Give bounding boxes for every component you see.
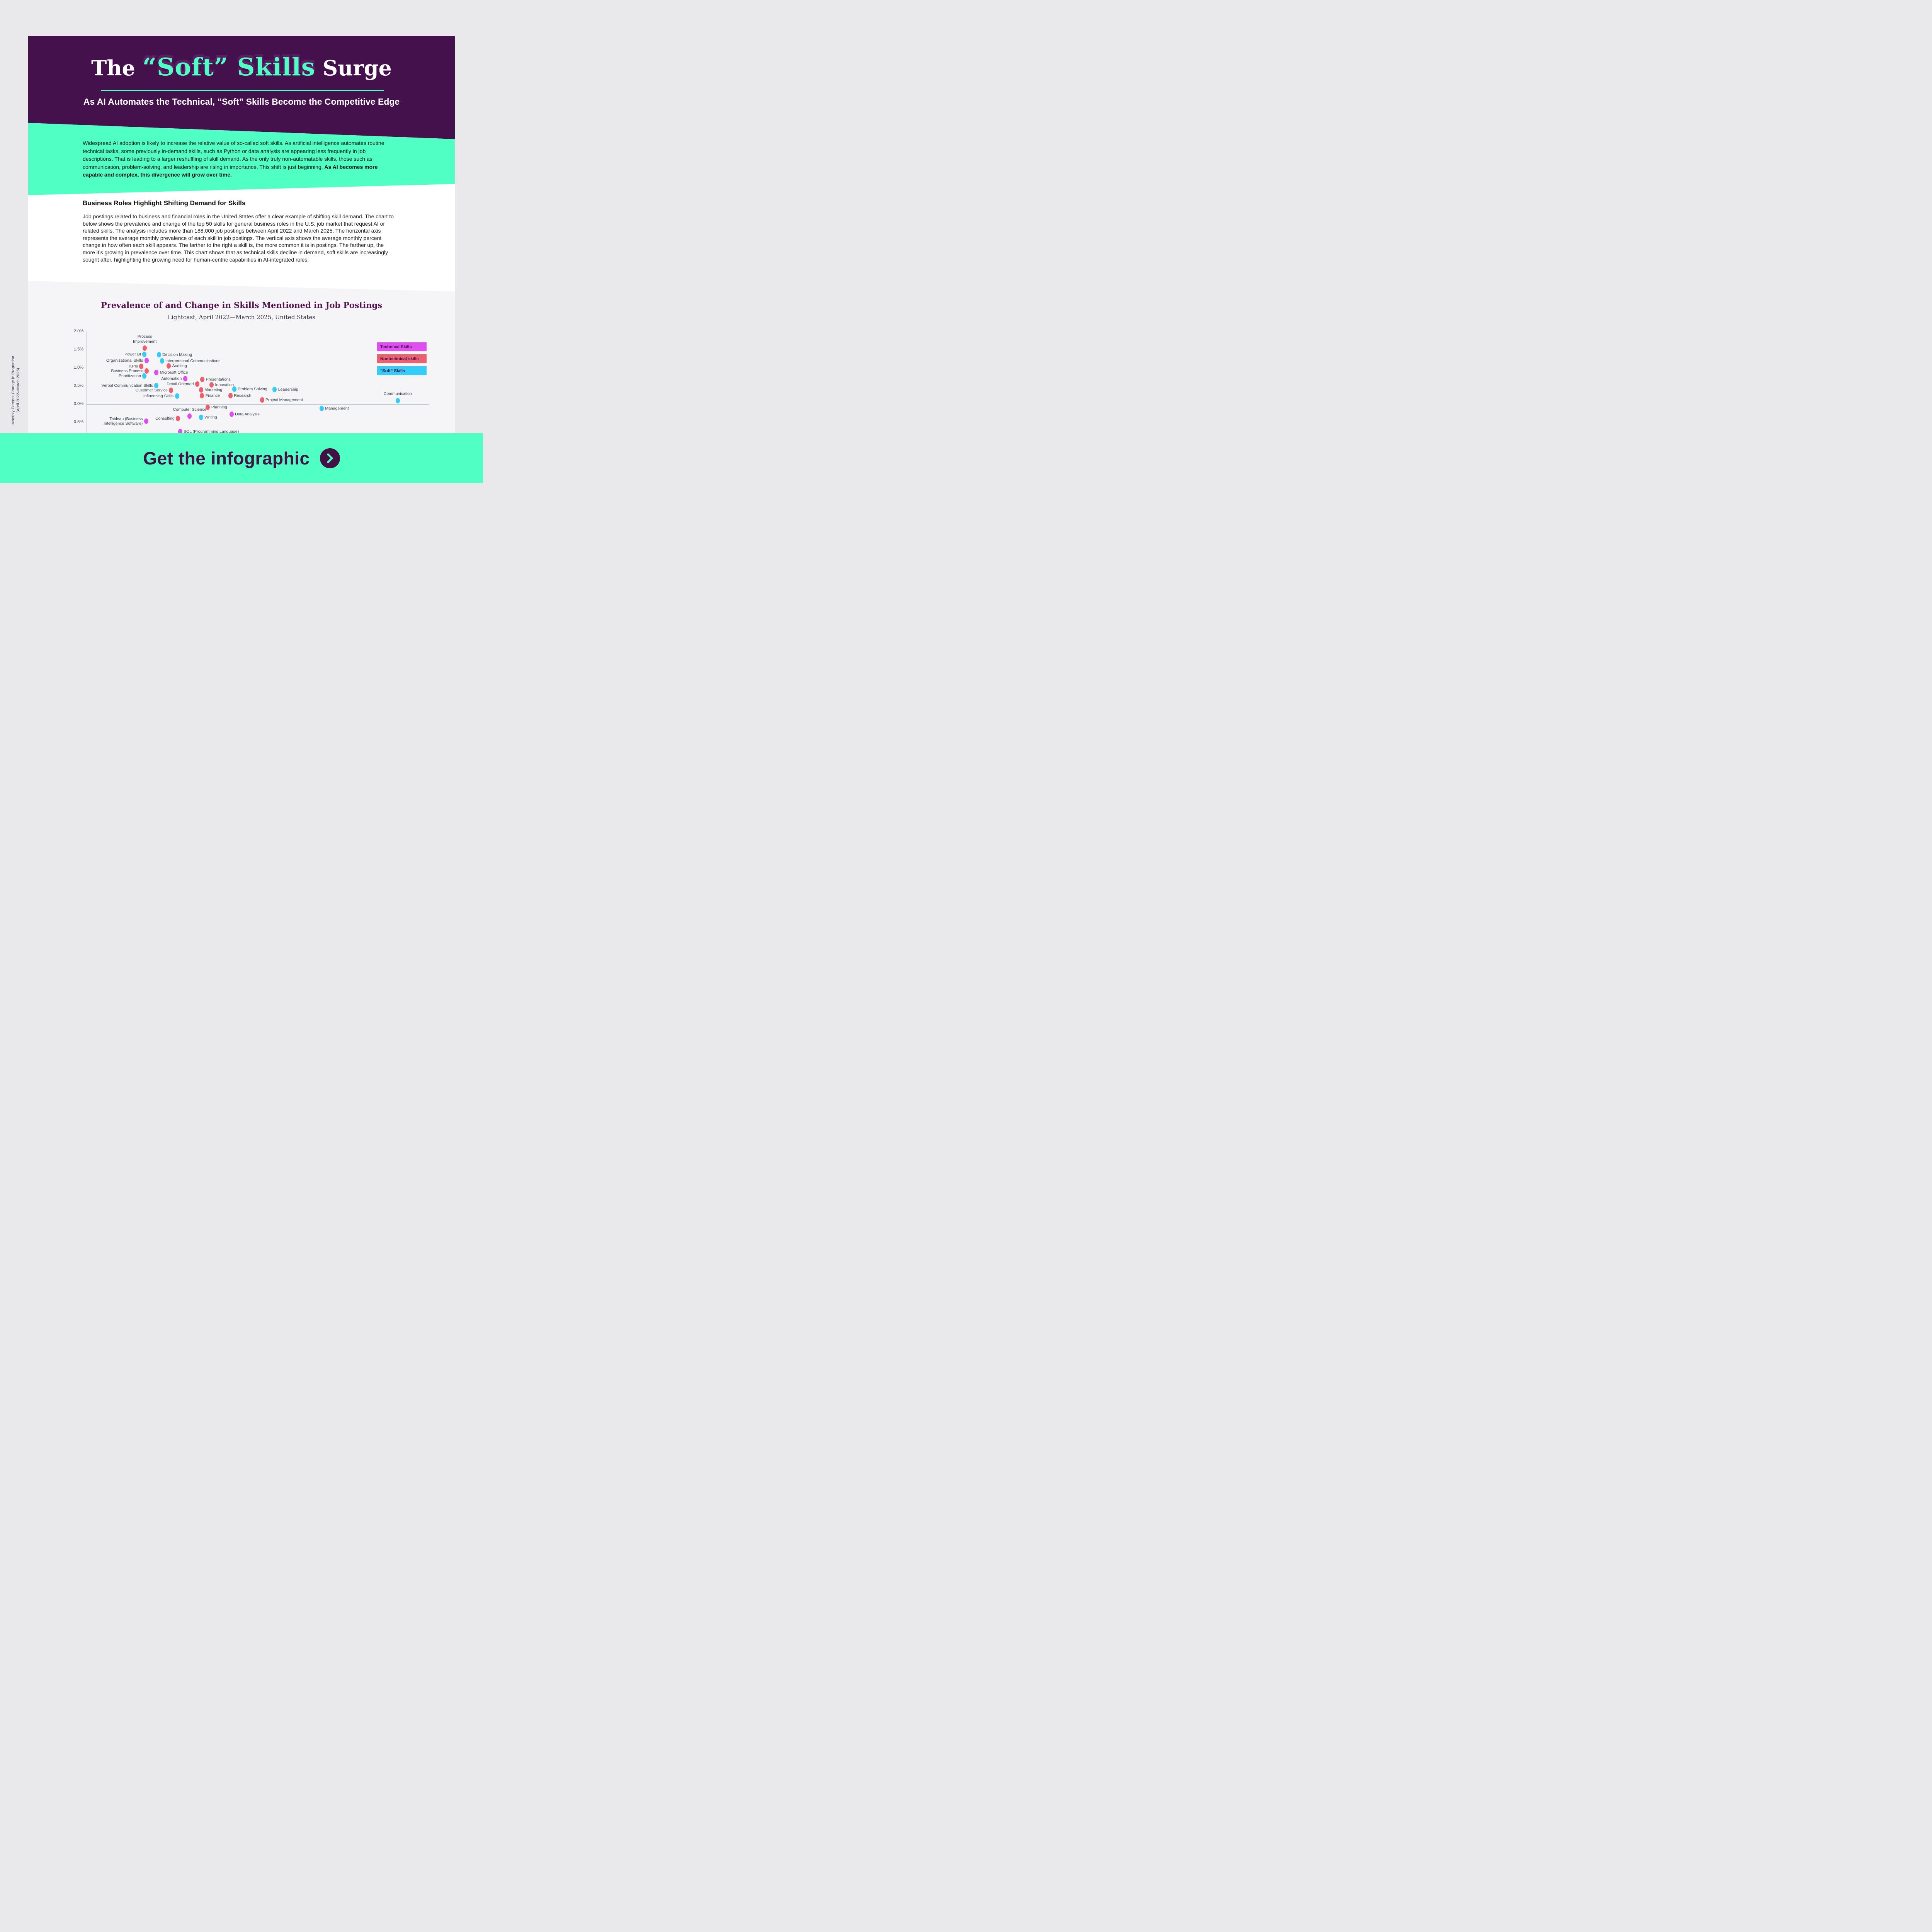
data-point-label: Marketing [204, 388, 223, 393]
data-point-dot [154, 383, 159, 389]
data-point-label: Finance [205, 393, 220, 398]
data-point-dot [145, 368, 149, 374]
data-point-label: Business Process [111, 369, 143, 374]
data-point-label: Planning [211, 405, 227, 410]
data-point-label: Data Analysis [235, 412, 260, 417]
zero-gridline [86, 404, 429, 405]
chart-subtitle: Lightcast, April 2022—March 2025, United… [167, 314, 316, 321]
data-point-label: Tableau (Business Intelligence Software) [104, 416, 143, 426]
intro-text-bold: As AI becomes more capable and complex, … [83, 163, 378, 178]
data-point-dot [139, 364, 144, 369]
data-point-label: Power BI [124, 352, 141, 357]
footer-cta-bar[interactable]: Get the infographic [0, 433, 483, 483]
data-point-dot [209, 382, 214, 388]
title-pre: The [91, 56, 135, 80]
data-point-dot [169, 388, 173, 393]
header-subtitle: As AI Automates the Technical, “Soft” Sk… [83, 97, 400, 107]
y-tick-label: -0.5% [72, 420, 83, 424]
legend-label: Nontechnical skills [380, 356, 419, 361]
y-tick-label: 1.5% [73, 347, 83, 352]
data-point-dot [232, 386, 236, 392]
data-point-dot [195, 381, 199, 387]
data-point-label: Consulting [155, 416, 175, 421]
data-point-label: Project Management [265, 397, 303, 402]
data-point-dot [319, 406, 324, 412]
data-point-label: Microsoft Office [160, 370, 188, 375]
data-point-label: Decision Making [162, 352, 192, 357]
scatter-points-layer: Organizational Skills Microsoft Office Aut… [0, 0, 483, 483]
data-point-label: Communication [383, 391, 412, 396]
data-point-dot [200, 377, 205, 383]
data-point-dot [260, 397, 264, 403]
section-body: Job postings related to business and fin… [83, 213, 394, 263]
data-point-dot [187, 413, 192, 419]
data-point-label: Innovation [215, 383, 234, 388]
legend-item-nontechnical: Nontechnical skills [377, 354, 427, 363]
data-point-label: Organizational Skills [106, 358, 143, 363]
data-point-label: Leadership [278, 387, 298, 392]
arrow-button[interactable] [320, 448, 340, 468]
page-title: The “Soft” Skills Surge [28, 55, 455, 79]
title-divider [101, 90, 384, 91]
data-point-dot [167, 363, 171, 369]
data-point-dot [176, 415, 180, 421]
data-point-dot [178, 429, 182, 435]
data-point-label: SQL (Programming Language) [184, 429, 239, 434]
legend-label: “Soft” Skills [380, 368, 405, 373]
y-axis-line [86, 332, 87, 433]
chevron-right-icon [327, 453, 333, 463]
data-point-label: Verbal Communication Skills [101, 383, 153, 388]
y-tick-label: 2.0% [73, 329, 83, 333]
data-point-dot [206, 404, 210, 410]
data-point-label: Writing [204, 415, 217, 420]
data-point-label: Influencing Skills [143, 394, 174, 399]
data-point-label: Customer Service [135, 388, 168, 393]
section-heading: Business Roles Highlight Shifting Demand… [83, 199, 246, 207]
legend-item-technical: Technical Skills [377, 342, 427, 351]
data-point-dot [175, 393, 179, 399]
y-tick-label: 0.0% [73, 401, 83, 406]
title-highlight: “Soft” Skills [142, 53, 316, 81]
data-point-dot [142, 373, 147, 379]
data-point-label: KPIs [129, 364, 138, 369]
data-point-label: Management [325, 406, 349, 411]
data-point-dot [272, 387, 277, 393]
data-point-dot [156, 352, 161, 358]
intro-text: Widespread AI adoption is likely to incr… [83, 140, 384, 170]
data-point-dot [143, 345, 147, 351]
data-point-label: Automation [161, 376, 182, 381]
header-band [28, 36, 455, 139]
data-point-label: Detail Oriented [167, 382, 194, 387]
data-point-label: Research [234, 393, 252, 398]
y-tick-label: 0.5% [73, 383, 83, 388]
data-point-dot [183, 376, 187, 382]
legend-label: Technical Skills [380, 344, 412, 349]
data-point-dot [160, 358, 164, 364]
data-point-dot [144, 418, 148, 424]
data-point-dot [199, 387, 203, 393]
data-point-dot [199, 414, 203, 420]
data-point-label: Interpersonal Communications [165, 359, 221, 364]
footer-cta-label[interactable]: Get the infographic [143, 448, 310, 468]
data-point-dot [154, 370, 159, 376]
data-point-label: Prioritization [119, 373, 141, 378]
chart-title: Prevalence of and Change in Skills Menti… [100, 300, 383, 310]
data-point-label: Problem Solving [238, 387, 267, 392]
intro-paragraph: Widespread AI adoption is likely to incr… [83, 139, 389, 179]
data-point-dot [142, 352, 147, 357]
infographic-page: { "header": { "title_pre": "The", "title… [0, 0, 483, 483]
y-tick-label: 1.0% [73, 365, 83, 370]
data-point-dot [395, 398, 400, 403]
data-point-dot [144, 358, 149, 364]
data-point-dot [200, 393, 204, 399]
data-point-label: Auditing [172, 364, 187, 369]
data-point-dot [228, 393, 233, 399]
data-point-dot [229, 412, 234, 417]
data-point-label: Computer Science [173, 407, 207, 412]
data-point-label: Presentations [206, 377, 231, 382]
data-point-label: Process Improvement [133, 334, 157, 344]
title-post: Surge [323, 56, 392, 80]
legend-item-soft: “Soft” Skills [377, 366, 427, 375]
